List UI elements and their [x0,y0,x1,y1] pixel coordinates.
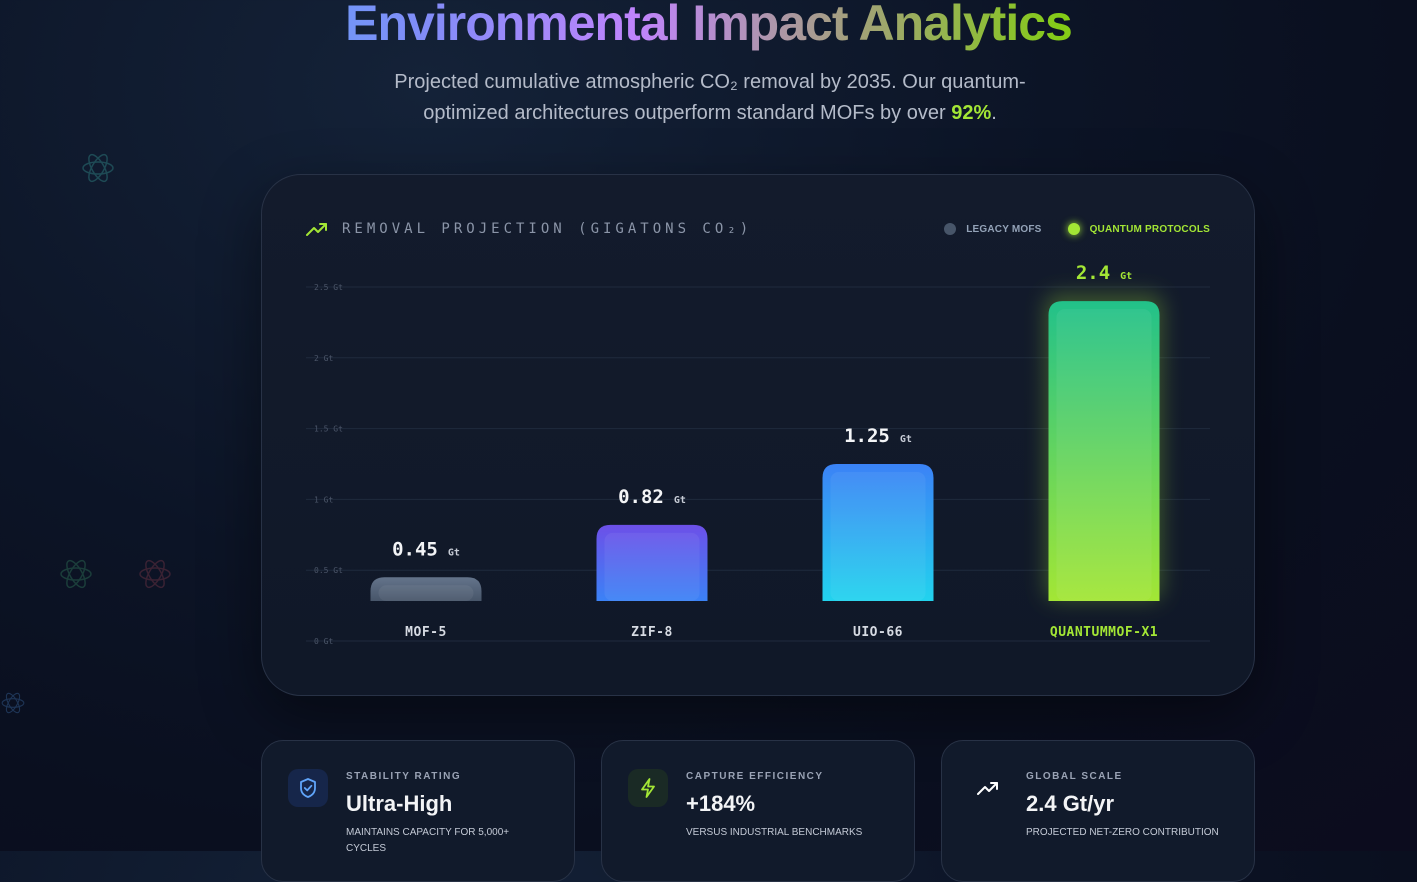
category-label: UIO-66 [853,625,903,640]
trending-up-icon [306,223,327,236]
y-tick-label: 1.5 Gt [314,425,343,434]
legend-label-legacy: LEGACY MOFS [966,223,1042,235]
legend-item-legacy: LEGACY MOFS [944,223,1041,235]
metric-label: CAPTURE EFFICIENCY [686,771,824,782]
subtitle-highlight: 92% [951,102,992,124]
y-tick-label: 2.5 Gt [314,283,343,292]
metric-label: GLOBAL SCALE [1026,771,1123,782]
bar-value-label: 0.45 Gt [392,538,460,560]
atom-decoration-icon [139,559,171,589]
y-tick-label: 0 Gt [314,637,333,646]
bar-value-label: 1.25 Gt [844,425,912,447]
bar-quantummof-x1 [1048,301,1160,601]
atom-decoration-icon [1,692,25,714]
page-subtitle: Projected cumulative atmospheric CO₂ rem… [394,71,1026,124]
category-label: MOF-5 [405,625,447,640]
shield-check-icon [288,769,328,807]
bar-zif-8 [596,524,708,601]
metric-description: MAINTAINS CAPACITY FOR 5,000+ CYCLES [346,827,510,854]
bar-inner-highlight [378,585,474,601]
atom-decoration-icon [82,153,114,183]
bar-inner-highlight [604,532,700,601]
page-title: Environmental Impact Analytics [0,0,1417,52]
metric-value: 2.4 Gt/yr [1026,791,1115,816]
category-label: QUANTUMMOF-X1 [1050,625,1158,640]
metric-label: STABILITY RATING [346,771,462,782]
legend-item-quantum: QUANTUM PROTOCOLS [1067,223,1210,235]
metric-description: PROJECTED NET-ZERO CONTRIBUTION [1026,827,1219,838]
bar-mof-5 [370,577,482,601]
lightning-icon [628,769,668,807]
metric-card-stability: STABILITY RATING Ultra-High MAINTAINS CA… [261,740,575,882]
category-label: ZIF-8 [631,625,673,640]
removal-projection-card: 0 Gt 0.5 Gt 1 Gt 1.5 Gt 2 Gt 2.5 Gt 0.45 Gt MOF-… [261,174,1255,696]
bar-uio-66 [822,464,934,601]
removal-projection-chart: 0 Gt 0.5 Gt 1 Gt 1.5 Gt 2 Gt 2.5 Gt 0.45 Gt MOF-… [306,262,1210,646]
atom-decoration-icon [60,559,92,589]
bar-value-label: 0.82 Gt [618,486,686,508]
metric-value: +184% [686,791,756,816]
legend-label-quantum: QUANTUM PROTOCOLS [1089,223,1210,235]
metric-card-scale: GLOBAL SCALE 2.4 Gt/yr PROJECTED NET-ZER… [941,740,1255,882]
bar-inner-highlight [1056,309,1152,601]
bar-value-label: 2.4 Gt [1076,262,1132,284]
bar-inner-highlight [830,472,926,601]
metric-description: VERSUS INDUSTRIAL BENCHMARKS [686,827,863,838]
trending-up-icon [968,769,1008,807]
y-tick-label: 0.5 Gt [314,566,343,575]
chart-legend: LEGACY MOFS QUANTUM PROTOCOLS [944,223,1210,235]
legend-dot-quantum [1067,223,1080,235]
card-header: REMOVAL PROJECTION (GIGATONS CO₂) [306,221,752,237]
chart-title: REMOVAL PROJECTION (GIGATONS CO₂) [342,221,753,237]
legend-dot-legacy [944,223,957,235]
metric-value: Ultra-High [346,791,453,816]
y-tick-label: 2 Gt [314,354,333,363]
metric-card-efficiency: CAPTURE EFFICIENCY +184% VERSUS INDUSTRI… [601,740,915,882]
y-tick-label: 1 Gt [314,495,333,504]
